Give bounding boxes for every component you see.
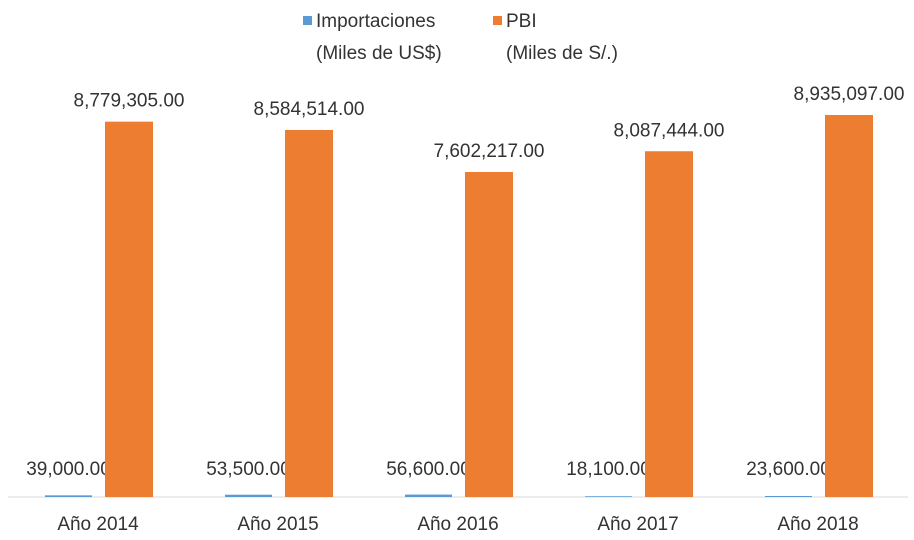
x-tick-label: Año 2014 — [57, 514, 139, 535]
value-label: 7,602,217.00 — [434, 141, 545, 162]
bar — [285, 129, 333, 497]
bar — [645, 151, 693, 497]
bar — [825, 115, 873, 497]
x-tick-label: Año 2015 — [237, 514, 318, 535]
legend-swatch — [303, 16, 312, 25]
value-label: 8,935,097.00 — [794, 84, 905, 105]
bar — [465, 171, 513, 497]
bar — [585, 496, 632, 497]
legend-label: PBI (Miles de S/.) — [506, 11, 618, 64]
value-label: 8,779,305.00 — [74, 91, 185, 112]
value-label: 23,600.00 — [746, 459, 831, 480]
bar — [225, 494, 272, 497]
x-tick-label: Año 2017 — [597, 514, 678, 535]
value-label: 53,500.00 — [206, 459, 291, 480]
x-tick-label: Año 2018 — [777, 514, 858, 535]
value-label: 56,600.00 — [386, 459, 471, 480]
legend-swatch — [493, 16, 502, 25]
bar — [405, 494, 452, 497]
value-label: 18,100.00 — [566, 459, 651, 480]
value-label: 8,584,514.00 — [254, 99, 365, 120]
value-label: 39,000.00 — [26, 459, 111, 480]
legend-label: Importaciones (Miles de US$) — [316, 11, 442, 64]
bar — [45, 495, 92, 497]
value-label: 8,087,444.00 — [614, 120, 725, 141]
bar — [765, 495, 812, 497]
bar — [105, 121, 153, 498]
x-tick-label: Año 2016 — [417, 514, 498, 535]
